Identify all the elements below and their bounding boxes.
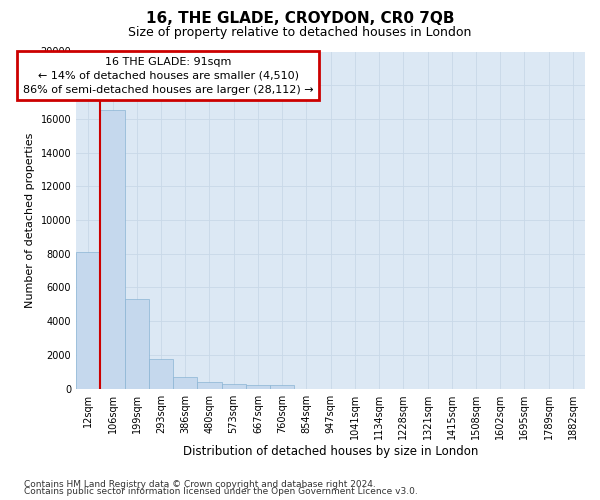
- Bar: [221, 384, 246, 388]
- Text: Contains public sector information licensed under the Open Government Licence v3: Contains public sector information licen…: [24, 488, 418, 496]
- Text: Contains HM Land Registry data © Crown copyright and database right 2024.: Contains HM Land Registry data © Crown c…: [24, 480, 376, 489]
- Bar: [173, 377, 197, 388]
- Text: 16 THE GLADE: 91sqm
← 14% of detached houses are smaller (4,510)
86% of semi-det: 16 THE GLADE: 91sqm ← 14% of detached ho…: [23, 56, 314, 94]
- Bar: [100, 110, 125, 388]
- Bar: [197, 382, 221, 388]
- Bar: [246, 384, 270, 388]
- Y-axis label: Number of detached properties: Number of detached properties: [25, 132, 35, 308]
- X-axis label: Distribution of detached houses by size in London: Distribution of detached houses by size …: [183, 444, 478, 458]
- Bar: [149, 359, 173, 388]
- Bar: [76, 252, 100, 388]
- Bar: [270, 385, 294, 388]
- Text: Size of property relative to detached houses in London: Size of property relative to detached ho…: [128, 26, 472, 39]
- Text: 16, THE GLADE, CROYDON, CR0 7QB: 16, THE GLADE, CROYDON, CR0 7QB: [146, 11, 454, 26]
- Bar: [125, 300, 149, 388]
